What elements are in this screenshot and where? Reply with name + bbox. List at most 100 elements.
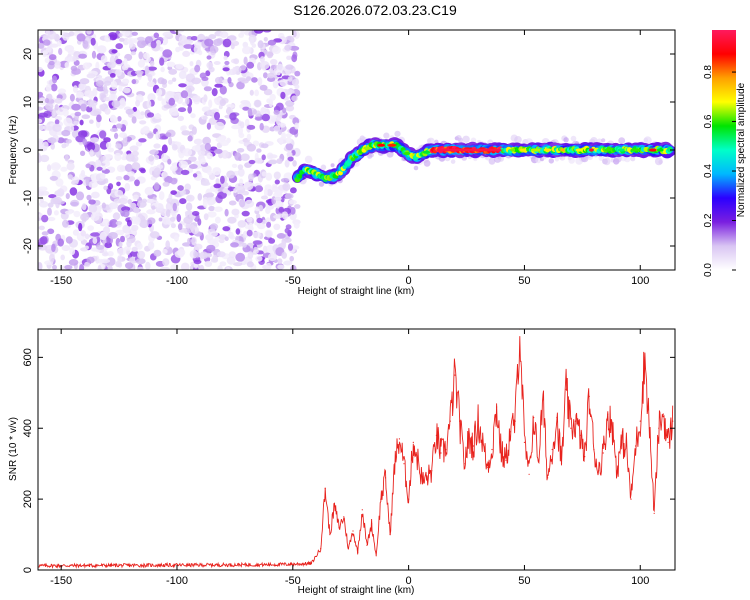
noise-speckle: [203, 213, 209, 221]
noise-speckle: [78, 53, 87, 59]
noise-speckle: [246, 143, 256, 152]
noise-speckle: [182, 148, 193, 157]
noise-speckle: [292, 30, 297, 38]
noise-speckle: [208, 99, 213, 108]
snr-point: [505, 459, 507, 461]
noise-speckle: [115, 176, 123, 181]
noise-speckle: [86, 256, 95, 264]
noise-speckle: [161, 153, 168, 162]
noise-speckle: [292, 160, 297, 167]
noise-speckle: [221, 150, 229, 159]
signal-peak-band: [436, 148, 502, 152]
noise-speckle: [96, 166, 103, 171]
signal-peak: [403, 151, 411, 156]
noise-speckle: [51, 110, 56, 117]
signal-peak: [519, 148, 527, 152]
colorbar-tick-label: 0.0: [703, 263, 714, 277]
snr-point: [361, 509, 363, 511]
noise-speckle: [275, 69, 281, 76]
noise-speckle: [147, 241, 155, 250]
snr-point: [625, 445, 628, 447]
snr-point: [593, 448, 595, 451]
noise-speckle: [224, 208, 229, 217]
noise-speckle: [214, 76, 223, 84]
noise-speckle: [65, 236, 73, 244]
noise-speckle: [180, 90, 189, 99]
noise-speckle: [243, 56, 248, 65]
noise-speckle: [107, 61, 116, 69]
noise-speckle: [45, 102, 54, 110]
noise-speckle: [122, 224, 131, 234]
noise-speckle: [144, 65, 150, 75]
noise-speckle: [248, 173, 254, 182]
noise-speckle: [130, 51, 137, 56]
snr-point: [579, 434, 581, 436]
signal-halo: [554, 157, 560, 162]
snr-point: [648, 427, 651, 429]
noise-speckle: [219, 98, 226, 107]
noise-speckle: [115, 43, 123, 50]
noise-speckle: [79, 119, 84, 126]
snr-point: [482, 441, 484, 443]
signal-halo: [563, 137, 569, 143]
snr-point: [560, 463, 563, 465]
noise-speckle: [273, 109, 280, 115]
noise-speckle: [283, 260, 293, 266]
noise-speckle: [241, 242, 247, 248]
spectrogram-ytick-label: 20: [22, 48, 34, 60]
noise-speckle: [272, 80, 279, 89]
noise-speckle: [242, 106, 250, 111]
noise-speckle: [84, 233, 90, 240]
spectrogram-data: [38, 30, 675, 270]
noise-speckle: [90, 232, 100, 237]
noise-speckle: [257, 40, 264, 49]
noise-speckle: [274, 179, 280, 185]
snr-data: [38, 329, 674, 570]
noise-speckle: [62, 108, 69, 117]
spectrogram-xtick-label: -150: [50, 275, 72, 287]
noise-speckle: [159, 57, 165, 66]
noise-speckle: [220, 175, 225, 184]
noise-speckle: [288, 199, 297, 205]
noise-speckle: [147, 93, 156, 102]
noise-speckle: [121, 30, 131, 37]
noise-speckle: [267, 72, 275, 79]
noise-speckle: [171, 144, 178, 151]
noise-speckle: [147, 217, 156, 225]
noise-speckle: [148, 155, 155, 162]
noise-speckle: [246, 217, 253, 223]
noise-speckle: [106, 257, 116, 266]
noise-speckle: [280, 196, 285, 203]
noise-speckle: [291, 95, 298, 102]
signal-cell: [298, 174, 303, 179]
colorbar-tick-label: 0.2: [703, 213, 714, 227]
noise-speckle: [136, 266, 144, 270]
noise-speckle: [189, 61, 194, 67]
noise-speckle: [287, 243, 294, 251]
noise-speckle: [72, 229, 79, 236]
noise-speckle: [279, 79, 288, 87]
noise-speckle: [123, 174, 130, 181]
noise-speckle: [49, 43, 59, 48]
noise-speckle: [102, 218, 110, 227]
signal-cell: [338, 170, 343, 176]
noise-speckle: [205, 192, 215, 198]
snr-ytick-label: 200: [22, 490, 34, 508]
noise-speckle: [189, 224, 195, 231]
noise-speckle: [182, 50, 191, 58]
signal-peak: [543, 148, 552, 152]
noise-speckle: [90, 110, 101, 117]
noise-speckle: [175, 46, 181, 53]
noise-speckle: [116, 181, 121, 187]
noise-speckle: [129, 202, 137, 209]
noise-speckle: [136, 242, 143, 250]
noise-speckle: [285, 64, 294, 70]
noise-speckle: [259, 84, 268, 91]
noise-speckle: [206, 122, 211, 130]
noise-speckle: [246, 133, 252, 141]
noise-speckle: [38, 42, 45, 49]
noise-speckle: [260, 195, 269, 200]
noise-speckle: [265, 262, 272, 270]
noise-speckle: [273, 125, 281, 132]
noise-speckle: [89, 137, 100, 143]
